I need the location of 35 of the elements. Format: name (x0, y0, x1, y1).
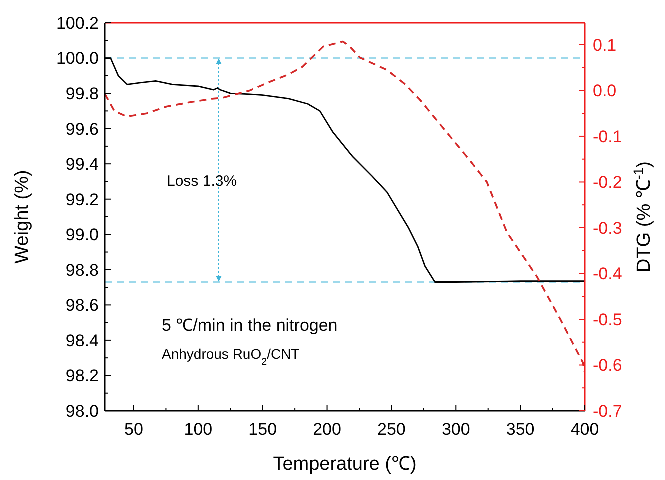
y-tick-label: 98.4 (66, 331, 99, 350)
x-tick-label: 350 (506, 420, 535, 439)
x-tick-label: 50 (124, 420, 144, 439)
y2-tick-label: -0.6 (593, 356, 622, 376)
x-tick-label: 100 (184, 420, 213, 439)
x-tick-label: 250 (378, 420, 406, 439)
y2-tick-label: -0.7 (593, 402, 622, 421)
y2-tick-label: -0.2 (593, 173, 622, 192)
x-tick-label: 150 (248, 420, 278, 439)
y2-tick-label: -0.1 (593, 127, 622, 146)
y2-tick-label: -0.3 (593, 218, 622, 238)
y-tick-label: 98.8 (66, 260, 99, 280)
y-tick-label: 99.4 (66, 155, 99, 174)
y2-tick-label: -0.5 (593, 310, 622, 330)
x-tick-label: 300 (442, 420, 470, 439)
y2-tick-label: 0.0 (593, 82, 617, 101)
y-tick-label: 99.8 (66, 84, 99, 104)
x-tick-label: 400 (570, 420, 600, 439)
y-tick-label: 98.2 (66, 366, 99, 386)
annotation: Loss 1.3% (167, 173, 238, 190)
y2-tick-label: -0.4 (593, 264, 622, 284)
y-tick-label: 100.0 (56, 49, 99, 68)
y-tick-label: 99.6 (66, 120, 99, 139)
y-tick-label: 99.2 (66, 190, 99, 210)
y-tick-label: 100.2 (56, 14, 99, 33)
x-tick-label: 200 (313, 420, 342, 439)
y-tick-label: 99.0 (66, 226, 99, 245)
annotation: Anhydrous RuO$_{2}$/CNT (162, 346, 300, 368)
y2-tick-label: 0.1 (593, 36, 617, 55)
line-series (105, 40, 585, 374)
y-axis-title: Weight (%) (12, 170, 33, 264)
y-tick-label: 98.6 (66, 296, 99, 316)
x-axis-title: Temperature (℃) (273, 454, 417, 475)
y-tick-label: 98.0 (66, 402, 99, 421)
annotation: 5 ℃/min in the nitrogen (162, 316, 338, 335)
